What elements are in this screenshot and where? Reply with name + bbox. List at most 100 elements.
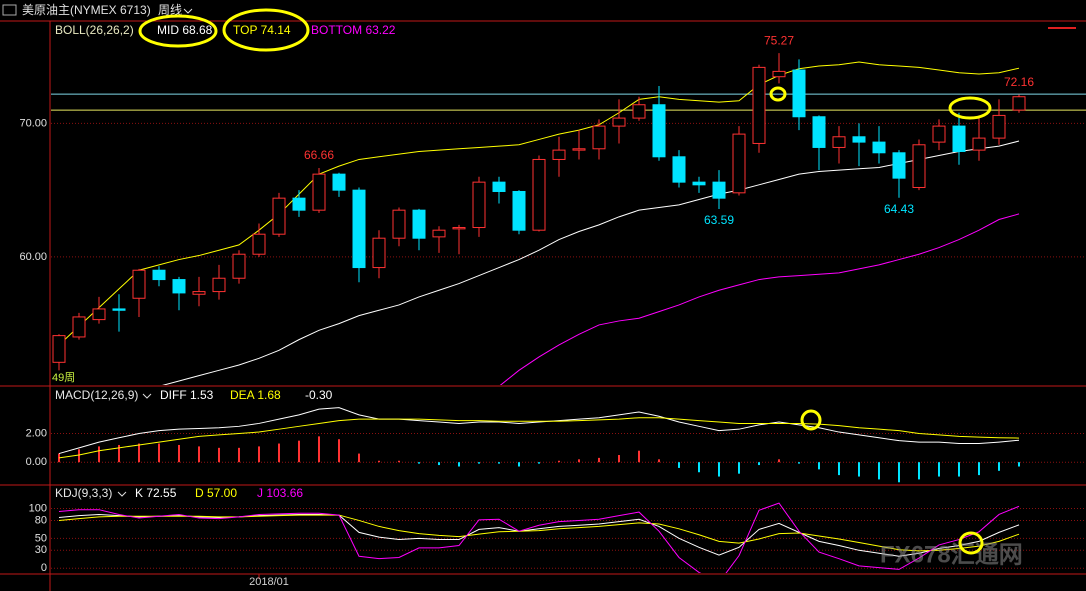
candle-body: [1012, 96, 1026, 111]
highlight: [958, 531, 984, 555]
candle-body: [392, 209, 406, 239]
histogram-bar: [118, 444, 120, 463]
candle-body: [152, 269, 166, 281]
candle-body: [292, 197, 306, 211]
candle-body: [412, 209, 426, 239]
kdj-title[interactable]: KDJ(9,3,3): [55, 486, 112, 500]
histogram-bar: [278, 443, 280, 463]
y-tick-label: 30: [35, 544, 47, 556]
histogram-bar: [538, 462, 540, 464]
overlay-title: BOLL(26,26,2): [55, 23, 134, 37]
candle-body: [432, 229, 446, 238]
candle-body: [632, 104, 646, 119]
histogram-bar: [998, 462, 1000, 471]
candle-body: [652, 104, 666, 158]
highlight: [769, 86, 787, 102]
candle-body: [52, 335, 66, 363]
candle-body: [912, 144, 926, 188]
highlights: [138, 8, 992, 555]
dropdown-icon[interactable]: [142, 393, 152, 399]
y-tick-label: 2.00: [26, 427, 47, 439]
candle-body: [892, 152, 906, 179]
histogram-bar: [258, 446, 260, 463]
macd-title[interactable]: MACD(12,26,9): [55, 388, 138, 402]
histogram-bar: [78, 449, 80, 463]
candle-body: [832, 136, 846, 148]
high-label: 66.66: [304, 148, 334, 162]
histogram-bar: [518, 462, 520, 467]
highlight: [800, 409, 822, 431]
series-line: [58, 417, 1020, 459]
histogram-bar: [618, 455, 620, 463]
series-line: [162, 140, 1020, 385]
legend-macd: -0.30: [305, 388, 333, 402]
series-line: [58, 513, 1020, 557]
y-tick-label: 0: [41, 562, 47, 574]
y-tick-label: 0.00: [26, 456, 47, 468]
x-tick-label: 2018/01: [249, 576, 289, 588]
candle-body: [172, 279, 186, 294]
candle-body: [552, 149, 566, 160]
histogram-bar: [838, 462, 840, 476]
candle-body: [72, 316, 86, 338]
legend-bottom: BOTTOM 63.22: [311, 23, 396, 37]
histogram-bar: [318, 436, 320, 463]
candle-body: [372, 237, 386, 269]
histogram-bar: [658, 459, 660, 463]
candle-body: [232, 253, 246, 279]
histogram-bar: [578, 459, 580, 463]
plot-layer: 70.00 60.00 66.66 75.27 72.16 63.59 64.43 2018/…: [19, 33, 1086, 588]
candle-body: [592, 125, 606, 150]
series-line: [58, 407, 1020, 455]
histogram-bar: [158, 443, 160, 463]
histogram-bar: [898, 462, 900, 483]
period[interactable]: 周线: [158, 3, 182, 17]
histogram-bar: [598, 457, 600, 463]
series-line: [58, 502, 1020, 573]
legend-diff: DIFF 1.53: [160, 388, 214, 402]
histogram-bar: [398, 460, 400, 463]
candle-body: [272, 197, 286, 235]
candle-body: [692, 181, 706, 186]
candle-body: [572, 148, 586, 151]
highlight: [138, 14, 218, 48]
legend-top: TOP 74.14: [233, 23, 291, 37]
histogram-bar: [1018, 462, 1020, 467]
period-count: 49周: [52, 371, 75, 384]
instrument[interactable]: 美原油主(NYMEX 6713): [22, 3, 151, 17]
legend-mid: MID 68.68: [157, 23, 213, 37]
histogram-bar: [558, 460, 560, 463]
histogram-bar: [818, 462, 820, 470]
candle-body: [512, 190, 526, 231]
histogram-bar: [138, 443, 140, 463]
y-tick-label: 70.00: [19, 117, 47, 129]
histogram-bar: [678, 462, 680, 468]
histogram-bar: [638, 450, 640, 463]
candle-body: [312, 173, 326, 211]
candle-body: [472, 181, 486, 229]
y-tick-label: 80: [35, 514, 47, 526]
histogram-bar: [718, 462, 720, 477]
candle-body: [92, 308, 106, 321]
candle-body: [952, 125, 966, 152]
histogram-bar: [858, 462, 860, 477]
header-icon: [2, 4, 17, 16]
histogram-bar: [918, 462, 920, 480]
candle-body: [112, 308, 126, 311]
candle-body: [872, 141, 886, 154]
histogram-bar: [878, 462, 880, 480]
dropdown-icon[interactable]: [117, 491, 127, 497]
candle-body: [252, 233, 266, 255]
candle-body: [932, 125, 946, 143]
histogram-bar: [698, 462, 700, 473]
histogram-bar: [758, 462, 760, 466]
dropdown-icon[interactable]: [183, 8, 193, 14]
candle-body: [792, 69, 806, 118]
histogram-bar: [178, 444, 180, 463]
high-label: 72.16: [1004, 75, 1034, 89]
candle-body: [672, 156, 686, 183]
candle-body: [212, 277, 226, 293]
low-label: 63.59: [704, 213, 734, 227]
